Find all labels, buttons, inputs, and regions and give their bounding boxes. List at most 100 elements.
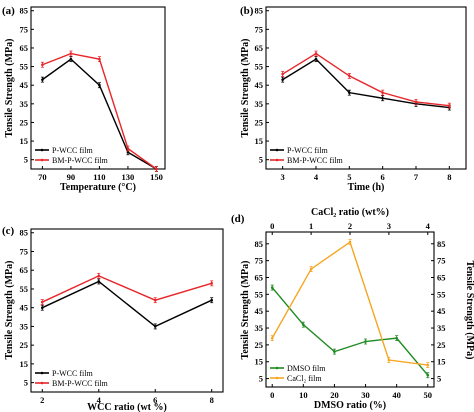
panel-c-series-0-point	[210, 298, 214, 302]
panel-d-legend-label: DMSO film	[287, 364, 326, 373]
panel-d-series-1-point	[426, 363, 430, 367]
panel-b-series-0-point	[381, 96, 384, 100]
panel-b-series-1-point	[381, 91, 384, 94]
panel-d-ytick-label: 25	[255, 340, 264, 350]
panel-a-ytick-label: 65	[20, 43, 29, 53]
panel-d-ytick-right-label: 45	[437, 306, 446, 316]
panel-d-ytick-label: 65	[255, 272, 264, 282]
panel-a: (a) Tensile Strength (MPa) Temperature (…	[2, 5, 166, 193]
panel-d-xlabel-top: CaCl₂ ratio (wt%)	[311, 207, 389, 218]
panel-a-series-0-point	[98, 83, 101, 87]
panel-a-series-1-point	[98, 57, 101, 61]
panel-c-ytick-label: 85	[20, 228, 29, 238]
panel-d-ytick-right-label: 15	[437, 357, 446, 367]
panel-a-ytick-label: 75	[20, 24, 29, 34]
panel-d-ytick-right-label: 65	[437, 272, 446, 282]
panel-c-ytick-label: 5	[24, 378, 28, 388]
panel-a-legend-marker	[40, 158, 44, 162]
panel-b-series-0-point	[348, 91, 351, 94]
panel-b-xlabel: Time (h)	[348, 182, 385, 193]
panel-d-xtick-top-label: 3	[387, 221, 391, 231]
panel-b-label: (b)	[240, 5, 254, 17]
panel-d-xtick-top-label: 4	[426, 221, 431, 231]
panel-a-frame	[30, 6, 166, 170]
panel-c-series-1-line	[41, 275, 212, 303]
panel-b-series-0-point	[314, 57, 318, 61]
panel-d-xtick-label: 30	[361, 390, 370, 400]
panel-d-series-0-point	[364, 340, 367, 343]
panel-b-legend-label: P-WCC film	[287, 146, 328, 155]
panel-d-ticks: 0 10 20 30 40 5051525354555657585515253545556…	[255, 221, 446, 400]
panel-c-ytick-label: 15	[20, 359, 29, 369]
panel-c-legend-label: BM-P-WCC film	[52, 379, 109, 388]
panel-b-series-1-point	[314, 52, 318, 55]
panel-b-series-1-line	[282, 52, 450, 107]
panel-d-ytick-right-label: 25	[437, 340, 446, 350]
panel-c-legend-label: P-WCC film	[52, 369, 93, 378]
panel-d-legend-marker	[275, 376, 279, 380]
panel-c-xtick-label: 8	[210, 395, 214, 405]
panel-b-ytick-label: 15	[255, 136, 264, 146]
panel-c-legend-marker	[40, 371, 44, 375]
panel-b-ytick-label: 35	[255, 99, 264, 109]
panel-c-series-1-point	[210, 282, 214, 285]
panel-b-ylabel: Tensile Strength (MPa)	[240, 39, 251, 138]
panel-a-ticks: 70 90 110 130 150 5 15 25 35 45 55 65 75 85	[20, 6, 163, 182]
panel-c-ytick-label: 75	[20, 246, 29, 256]
panel-c-series-0-point	[97, 280, 101, 283]
panel-d-series-0-line	[271, 287, 429, 376]
panel-b-ytick-label: 85	[255, 6, 264, 16]
panel-b-xtick-label: 3	[281, 172, 285, 182]
panel-a-series-1-point	[155, 167, 158, 171]
panel-b-series-0-line	[282, 58, 450, 109]
panel-d: (d) Tensile Strength (MPa) Tensile Stren…	[231, 207, 474, 411]
panel-d-xtick-label: 20	[330, 390, 339, 400]
panel-d-series	[270, 239, 430, 379]
panel-a-xlabel: Temperature (°C)	[60, 182, 136, 193]
panel-b-ytick-label: 45	[255, 80, 264, 90]
panel-c-frame	[30, 228, 224, 393]
panel-a-series-0-point	[41, 78, 44, 81]
panel-a-ytick-label: 5	[24, 155, 28, 165]
panel-d-ytick-right-label: 35	[437, 323, 446, 333]
panel-c: (c) Tensile Strength (MPa) WCC ratio (wt…	[2, 225, 224, 412]
panel-b-legend-marker	[275, 158, 279, 162]
panel-a-xtick-label: 150	[150, 172, 163, 182]
panel-d-ytick-label: 5	[259, 374, 263, 384]
panel-b-ytick-label: 75	[255, 24, 264, 34]
panel-c-xlabel: WCC ratio (wt %)	[87, 402, 167, 412]
panel-c-label: (c)	[2, 225, 15, 237]
panel-c-series-1-point	[40, 300, 44, 304]
panel-a-ytick-label: 25	[20, 117, 29, 127]
panel-d-ytick-label: 45	[255, 306, 264, 316]
panel-a-xtick-label: 130	[122, 172, 135, 182]
panel-c-ytick-label: 65	[20, 265, 29, 275]
panel-d-series-0-point	[270, 286, 274, 289]
panel-c-ytick-label: 35	[20, 321, 29, 331]
panel-a-ytick-label: 35	[20, 99, 29, 109]
panel-d-series-1-point	[309, 267, 313, 271]
panel-d-ytick-label: 85	[255, 239, 264, 249]
panel-a-series	[40, 50, 158, 172]
panel-d-ytick-label: 55	[255, 289, 264, 299]
panel-a-label: (a)	[2, 5, 15, 17]
panel-a-ytick-label: 15	[20, 136, 29, 146]
panel-d-xtick-label: 10	[299, 390, 308, 400]
panel-d-ylabel-left: Tensile Strength (MPa)	[240, 261, 251, 360]
panel-c-series-0-point	[153, 325, 157, 328]
panel-b-xtick-label: 4	[314, 172, 319, 182]
panel-d-ytick-label: 75	[255, 256, 264, 266]
panel-a-xtick-label: 70	[38, 172, 47, 182]
panel-d-series-1-point	[270, 336, 274, 340]
panel-b-series-1-point	[414, 100, 418, 104]
panel-c-series-0-point	[40, 306, 44, 309]
panel-d-series-0-point	[302, 323, 305, 326]
panel-b-legend-label: BM-P-WCC film	[287, 156, 344, 165]
